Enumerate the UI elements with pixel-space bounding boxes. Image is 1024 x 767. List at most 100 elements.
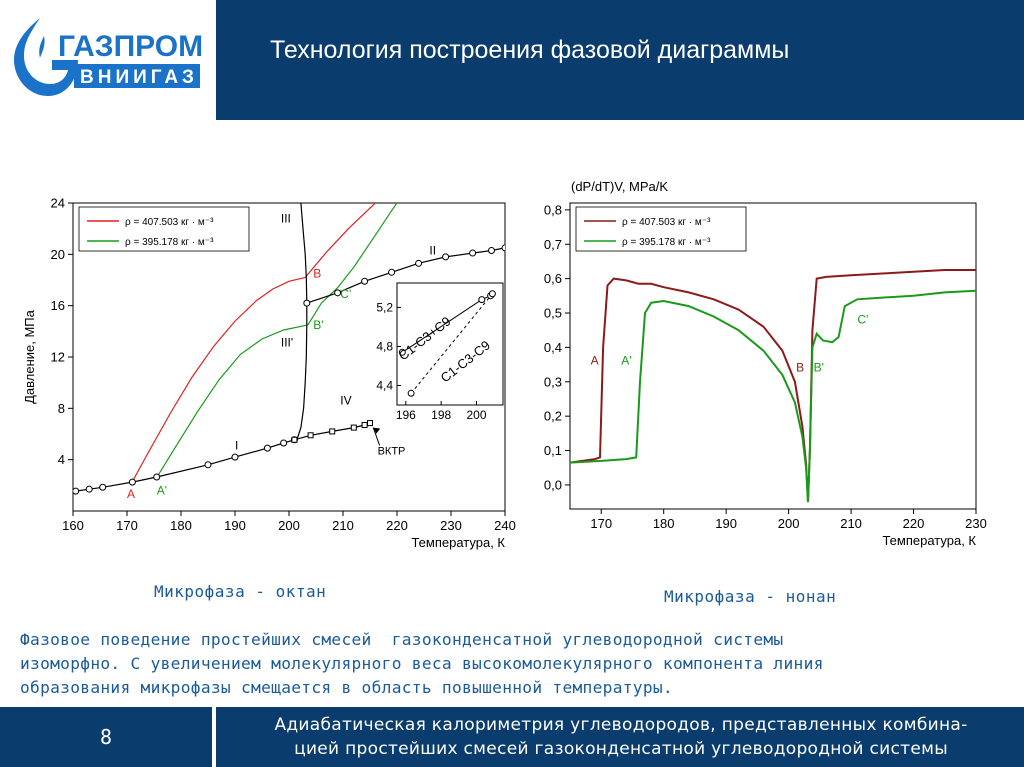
logo: ГАЗПРОМ ВНИИГАЗ	[0, 0, 220, 120]
data-point	[73, 487, 80, 495]
plot-area	[570, 269, 976, 503]
point-label: B	[796, 360, 804, 374]
y-tick-label: 0,7	[544, 237, 562, 252]
point-label: I	[235, 438, 238, 452]
legend-box	[78, 206, 250, 252]
inset-data-point	[478, 296, 486, 304]
legend-label: ρ = 395.178 кг · м⁻³	[125, 237, 214, 248]
series-line	[307, 203, 398, 326]
series-line	[570, 289, 976, 503]
plot-frame	[569, 202, 977, 510]
logo-text-main: ГАЗПРОМ	[58, 30, 203, 63]
series-line	[131, 276, 306, 482]
x-axis-label: Температура, К	[882, 533, 976, 548]
data-point	[361, 422, 368, 429]
y-tick-label: 0,6	[544, 271, 562, 286]
x-tick-label: 200	[278, 518, 300, 533]
y-tick-label: 0,3	[544, 374, 562, 389]
data-point	[280, 439, 288, 447]
x-tick-label: 170	[116, 518, 138, 533]
y-axis-label: Давление, МПа	[22, 309, 37, 404]
series-line	[304, 203, 377, 278]
data-point	[442, 253, 450, 261]
inset-data-point	[407, 389, 415, 397]
data-point	[350, 424, 357, 431]
y-tick-label: 0,5	[544, 306, 562, 321]
data-point	[329, 428, 336, 435]
y-tick-label: 16	[51, 298, 65, 313]
data-point	[85, 485, 93, 493]
series-line	[570, 269, 976, 503]
inset-x-tick-label: 200	[466, 408, 486, 422]
y-tick-label: 0,1	[544, 443, 562, 458]
gazprom-logo-icon: ГАЗПРОМ ВНИИГАЗ	[14, 18, 203, 96]
data-point	[263, 444, 271, 452]
footer-line: Адиабатическая калориметрия углеводородо…	[274, 715, 968, 735]
data-point	[99, 483, 107, 491]
inset-data-point	[488, 290, 496, 298]
legend-box	[575, 206, 747, 252]
logo-text-sub: ВНИИГАЗ	[80, 67, 198, 88]
body-line: образования микрофазы смещается в област…	[20, 678, 673, 697]
legend-label: ρ = 407.503 кг · м⁻³	[622, 217, 711, 228]
inset-y-tick-label: 5,2	[376, 300, 393, 314]
x-tick-label: 210	[840, 516, 862, 531]
body-paragraph: Фазовое поведение простейших смесей газо…	[20, 628, 1000, 700]
x-tick-label: 190	[224, 518, 246, 533]
x-tick-label: 170	[590, 516, 612, 531]
x-tick-label: 180	[653, 516, 675, 531]
y-tick-label: 12	[51, 350, 65, 365]
inset-data-point	[398, 348, 406, 356]
dpdt-temperature-chart: 170 180 190 200 210 220 230 0,0 0,1 0,2 0,3 0,4 0,5 0…	[544, 179, 987, 548]
y-tick-label: 24	[51, 196, 65, 211]
data-point	[388, 268, 396, 276]
x-tick-label: 160	[62, 518, 84, 533]
vktr-label: ВКТР	[378, 445, 406, 457]
x-tick-label: 220	[386, 518, 408, 533]
x-tick-label: 190	[715, 516, 737, 531]
y-tick-label: 0,2	[544, 409, 562, 424]
series-line	[75, 439, 295, 492]
point-label: B'	[313, 318, 323, 332]
body-line: изоморфно. С увеличением молекулярного в…	[20, 654, 824, 673]
x-tick-label: 230	[440, 518, 462, 533]
x-tick-label: 240	[494, 518, 516, 533]
legend-label: ρ = 407.503 кг · м⁻³	[125, 217, 214, 228]
vktr-arrowhead	[373, 427, 381, 434]
inset-x-tick-label: 198	[431, 408, 451, 422]
data-point	[361, 277, 369, 285]
data-point	[307, 432, 314, 439]
footer-bar: 8 Адиабатическая калориметрия углеводоро…	[0, 707, 1024, 767]
series-line	[296, 324, 308, 440]
data-point	[469, 249, 477, 257]
point-label: IV	[340, 393, 351, 407]
data-point	[128, 478, 136, 486]
data-point	[367, 420, 373, 427]
x-tick-label: 220	[903, 516, 925, 531]
data-point	[488, 246, 495, 254]
point-label: B'	[814, 360, 824, 374]
y-axis-label: (dP/dT)V, MPa/K	[571, 179, 668, 194]
x-tick-label: 180	[170, 518, 192, 533]
caption-right: Микрофаза - нонан	[664, 587, 837, 606]
x-tick-label: 230	[965, 516, 987, 531]
point-label: A'	[157, 483, 167, 497]
data-point	[501, 244, 505, 252]
legend-label: ρ = 395.178 кг · м⁻³	[622, 237, 711, 248]
pressure-temperature-chart: 160 170 180 190 200 210 220 230 240 4 8 12 16 20 24 A A'…	[22, 196, 516, 551]
x-tick-label: 210	[332, 518, 354, 533]
y-tick-label: 0,8	[544, 202, 562, 217]
point-label: A	[591, 354, 599, 368]
page-number: 8	[0, 707, 216, 767]
data-point	[415, 259, 423, 267]
plot-area	[73, 203, 505, 495]
y-tick-label: 0,4	[544, 340, 562, 355]
data-point	[291, 436, 298, 443]
data-point	[303, 299, 311, 307]
data-point	[204, 461, 212, 469]
body-line: Фазовое поведение простейших смесей газо…	[20, 630, 784, 649]
y-tick-label: 8	[58, 401, 65, 416]
data-point	[334, 289, 342, 297]
point-label: II	[429, 243, 436, 257]
series-line	[156, 324, 309, 478]
